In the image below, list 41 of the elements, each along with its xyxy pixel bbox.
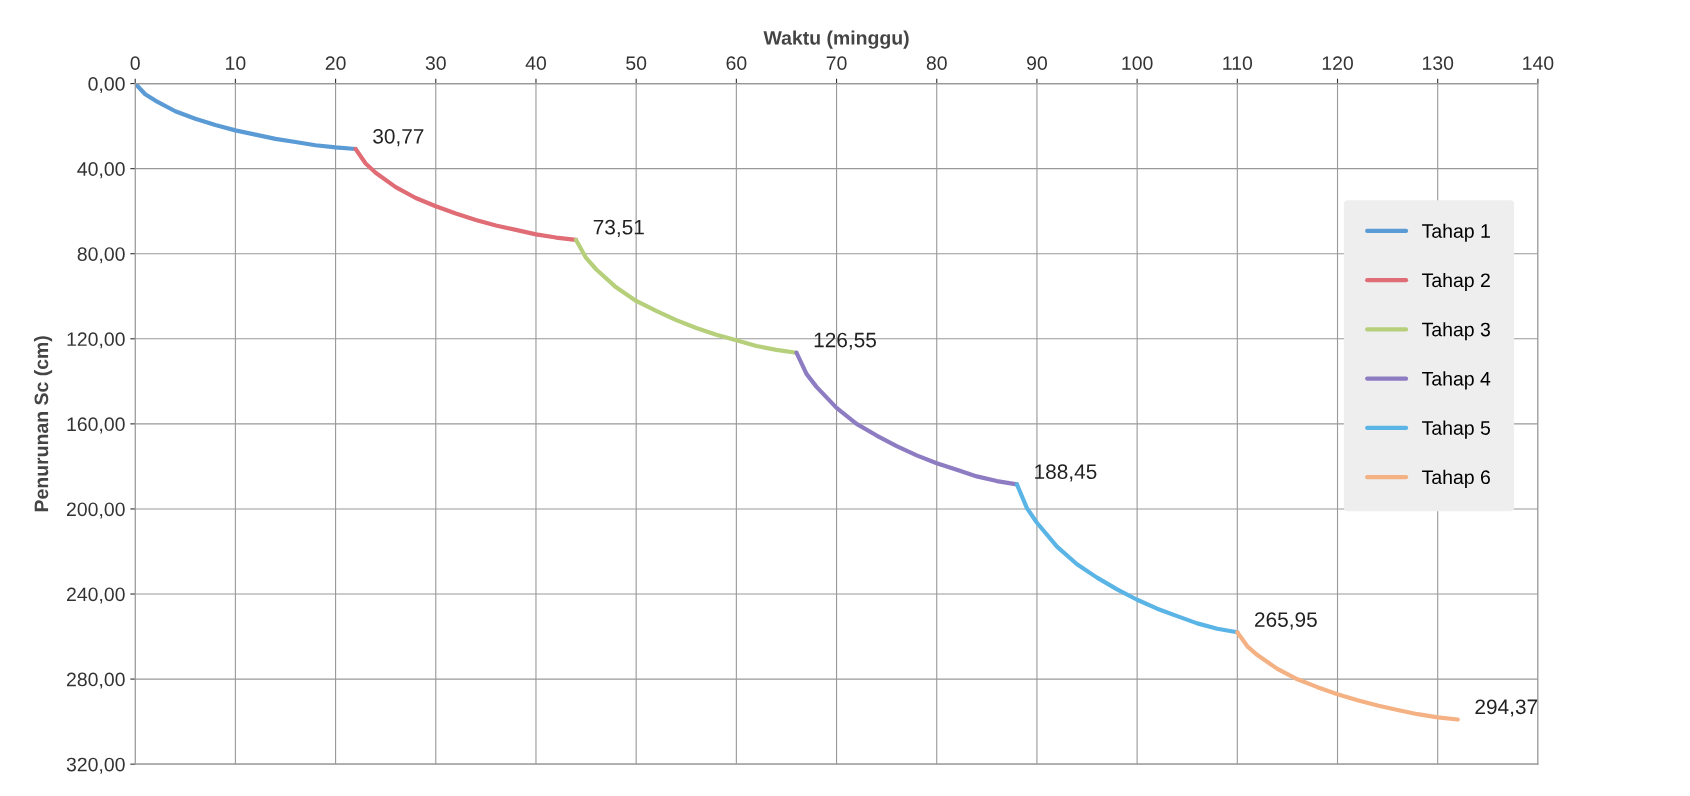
line-series [573,237,799,355]
y-axis-title: Penurunan Sc (cm) [34,336,53,512]
annotation: 126,55 [814,332,876,350]
x-tick-label: 140 [1523,56,1554,71]
x-tick-label: 20 [325,56,346,71]
legend-label: Tahap 1 [1422,223,1490,242]
annotation: 30,77 [373,128,424,147]
x-tick-label: 120 [1322,56,1353,71]
legend-label: Tahap 3 [1422,322,1490,341]
legend-label: Tahap 5 [1422,420,1491,439]
x-tick-label: 70 [826,56,847,71]
y-tick-label: 240,00 [66,587,125,604]
x-tick-label: 50 [626,56,647,71]
x-tick-label: 100 [1122,56,1153,71]
x-axis-title: Waktu (minggu) [763,30,909,49]
x-tick-label: 110 [1223,56,1253,71]
x-tick-label: 0 [130,56,140,71]
y-tick-label: 80,00 [77,247,125,264]
annotation: 294,37 [1475,699,1538,717]
x-tick-label: 130 [1422,56,1454,71]
y-tick-label: 160,00 [67,417,125,434]
legend-label: Tahap 6 [1422,469,1490,488]
line-series [794,350,1019,487]
line-series [1235,630,1460,722]
x-tick-label: 40 [525,56,547,71]
x-tick-label: 30 [425,56,446,71]
x-tick-label: 60 [726,56,747,71]
y-tick-label: 0,00 [88,77,125,94]
y-tick-label: 320,00 [66,757,125,774]
annotation: 265,95 [1255,612,1317,630]
annotation: 73,51 [593,219,644,238]
x-tick-label: 90 [1027,56,1047,71]
y-tick-label: 200,00 [66,502,125,519]
legend-label: Tahap 2 [1422,272,1490,292]
y-tick-label: 120,00 [67,332,125,349]
y-tick-label: 280,00 [66,672,125,689]
x-tick-label: 10 [226,56,246,71]
annotation: 188,45 [1035,464,1097,482]
y-tick-label: 40,00 [77,162,125,179]
legend-label: Tahap 4 [1422,371,1491,390]
x-tick-label: 80 [926,56,947,71]
